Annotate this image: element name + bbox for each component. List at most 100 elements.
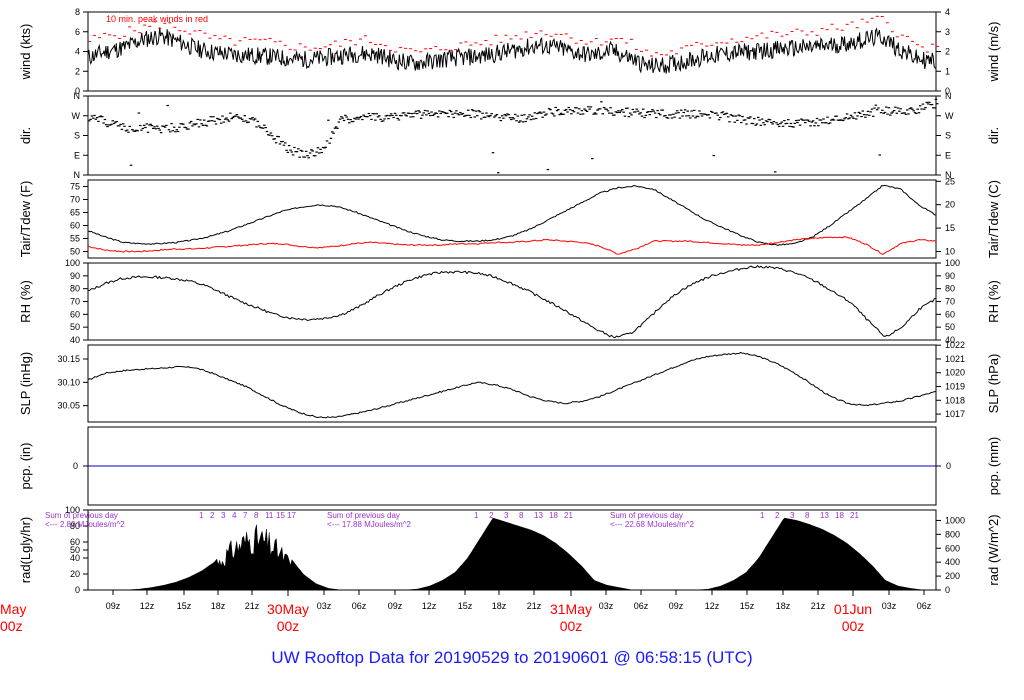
wind-right-tick-label: 3 <box>945 27 950 37</box>
radiation-left-axis-label: rad(Lgly/hr) <box>18 517 33 583</box>
humidity-right-axis-label: RH (%) <box>986 280 1001 323</box>
date-label: 01Jun <box>834 601 872 617</box>
humidity-left-tick-label: 70 <box>70 297 80 307</box>
radiation-right-tick-label: 200 <box>945 571 960 581</box>
time-tick-label: 18z <box>211 601 226 611</box>
radiation-sum-annotation: <--- 17.88 MJoules/m^2 <box>327 520 412 529</box>
time-tick-label: 09z <box>669 601 684 611</box>
humidity-left-tick-label: 90 <box>70 271 80 281</box>
time-tick-label: 15z <box>458 601 473 611</box>
wind-right-tick-label: 2 <box>945 47 950 57</box>
wind-left-axis-label: wind (kts) <box>18 24 33 81</box>
precipitation-left-tick-label: 0 <box>73 461 78 471</box>
wind-annotation: 10 min. peak winds in red <box>106 14 208 24</box>
clipped-date-label: May <box>0 601 26 617</box>
pressure-line <box>87 351 937 419</box>
humidity-right-tick-label: 70 <box>945 297 955 307</box>
radiation-left-tick-label: 60 <box>70 537 80 547</box>
time-tick-label: 09z <box>106 601 121 611</box>
time-tick-label: 18z <box>492 601 507 611</box>
wind-left-tick-label: 0 <box>75 86 80 96</box>
temperature-left-tick-label: 70 <box>70 195 80 205</box>
radiation-left-tick-label: 40 <box>70 553 80 563</box>
radiation-hour-mark: 8 <box>519 511 524 520</box>
radiation-sum-annotation: Sum of previous day <box>45 511 118 520</box>
radiation-hour-mark: 2 <box>210 511 215 520</box>
pressure-right-tick-label: 1019 <box>945 382 965 392</box>
radiation-hour-mark: 13 <box>534 511 543 520</box>
direction-panel-frame <box>87 95 937 176</box>
radiation-right-tick-label: 800 <box>945 529 960 539</box>
dewpoint-line <box>87 236 937 255</box>
time-tick-label: 06z <box>917 601 932 611</box>
humidity-right-tick-label: 40 <box>945 335 955 345</box>
radiation-hour-mark: 8 <box>805 511 810 520</box>
pressure-left-tick-label: 30.05 <box>57 401 80 411</box>
direction-left-tick-label: S <box>74 131 80 141</box>
date-label: 31May <box>550 601 592 617</box>
time-tick-label: 09z <box>388 601 403 611</box>
humidity-left-tick-label: 60 <box>70 309 80 319</box>
temperature-left-tick-label: 50 <box>70 247 80 257</box>
radiation-hour-mark: 17 <box>287 511 296 520</box>
date-time-label: 00z <box>560 618 583 634</box>
date-label: 30May <box>267 601 309 617</box>
pressure-right-tick-label: 1018 <box>945 395 965 405</box>
radiation-hour-mark: 2 <box>775 511 780 520</box>
pressure-right-tick-label: 1020 <box>945 368 965 378</box>
time-tick-label: 06z <box>352 601 367 611</box>
direction-right-tick-label: E <box>945 150 951 160</box>
time-tick-label: 15z <box>740 601 755 611</box>
clipped-date-time-label: 00z <box>0 618 23 634</box>
temperature-left-tick-label: 65 <box>70 208 80 218</box>
pressure-right-tick-label: 1021 <box>945 354 965 364</box>
time-tick-label: 15z <box>177 601 192 611</box>
direction-left-tick-label: W <box>72 111 81 121</box>
radiation-hour-mark: 21 <box>564 511 573 520</box>
direction-right-tick-label: N <box>945 170 952 180</box>
temperature-right-axis-label: Tair/Tdew (C) <box>986 180 1001 258</box>
humidity-right-tick-label: 90 <box>945 271 955 281</box>
time-tick-label: 21z <box>527 601 542 611</box>
air-temperature-line <box>87 184 937 247</box>
precipitation-right-tick-label: 0 <box>946 461 951 471</box>
temperature-left-tick-label: 75 <box>70 182 80 192</box>
radiation-hour-mark: 7 <box>243 511 248 520</box>
precipitation-right-axis-label: pcp. (mm) <box>986 437 1001 496</box>
radiation-sum-annotation: <--- 2.80 MJoules/m^2 <box>45 520 125 529</box>
humidity-left-tick-label: 40 <box>70 335 80 345</box>
time-tick-label: 18z <box>776 601 791 611</box>
pressure-panel-frame <box>87 344 937 423</box>
radiation-left-tick-label: 50 <box>70 545 80 555</box>
temperature-right-tick-label: 10 <box>945 247 955 257</box>
radiation-hour-mark: 15 <box>276 511 285 520</box>
wind-left-tick-label: 2 <box>75 66 80 76</box>
radiation-hour-mark: 13 <box>820 511 829 520</box>
radiation-left-tick-label: 100 <box>65 505 80 515</box>
radiation-hour-mark: 8 <box>254 511 259 520</box>
radiation-hour-mark: 18 <box>549 511 558 520</box>
temperature-panel-frame <box>87 179 937 259</box>
direction-right-tick-label: S <box>945 131 951 141</box>
pressure-left-axis-label: SLP (inHg) <box>18 352 33 415</box>
wind-panel-frame <box>87 11 937 92</box>
temperature-left-axis-label: Tair/Tdew (F) <box>18 181 33 258</box>
direction-left-tick-label: N <box>74 91 81 101</box>
date-time-label: 00z <box>277 618 300 634</box>
radiation-sum-annotation: <--- 22.68 MJoules/m^2 <box>610 520 695 529</box>
direction-left-tick-label: N <box>74 170 81 180</box>
direction-dashes <box>88 98 939 174</box>
humidity-right-tick-label: 50 <box>945 322 955 332</box>
humidity-right-tick-label: 100 <box>945 258 960 268</box>
radiation-hour-mark: 2 <box>489 511 494 520</box>
radiation-hour-mark: 1 <box>760 511 765 520</box>
wind-right-axis-label: wind (m/s) <box>986 22 1001 83</box>
time-tick-label: 06z <box>634 601 649 611</box>
radiation-area <box>88 517 936 591</box>
precipitation-left-axis-label: pcp. (in) <box>18 443 33 490</box>
humidity-left-tick-label: 50 <box>70 322 80 332</box>
radiation-right-tick-label: 400 <box>945 557 960 567</box>
pressure-left-tick-label: 30.10 <box>57 377 80 387</box>
time-tick-label: 03z <box>317 601 332 611</box>
